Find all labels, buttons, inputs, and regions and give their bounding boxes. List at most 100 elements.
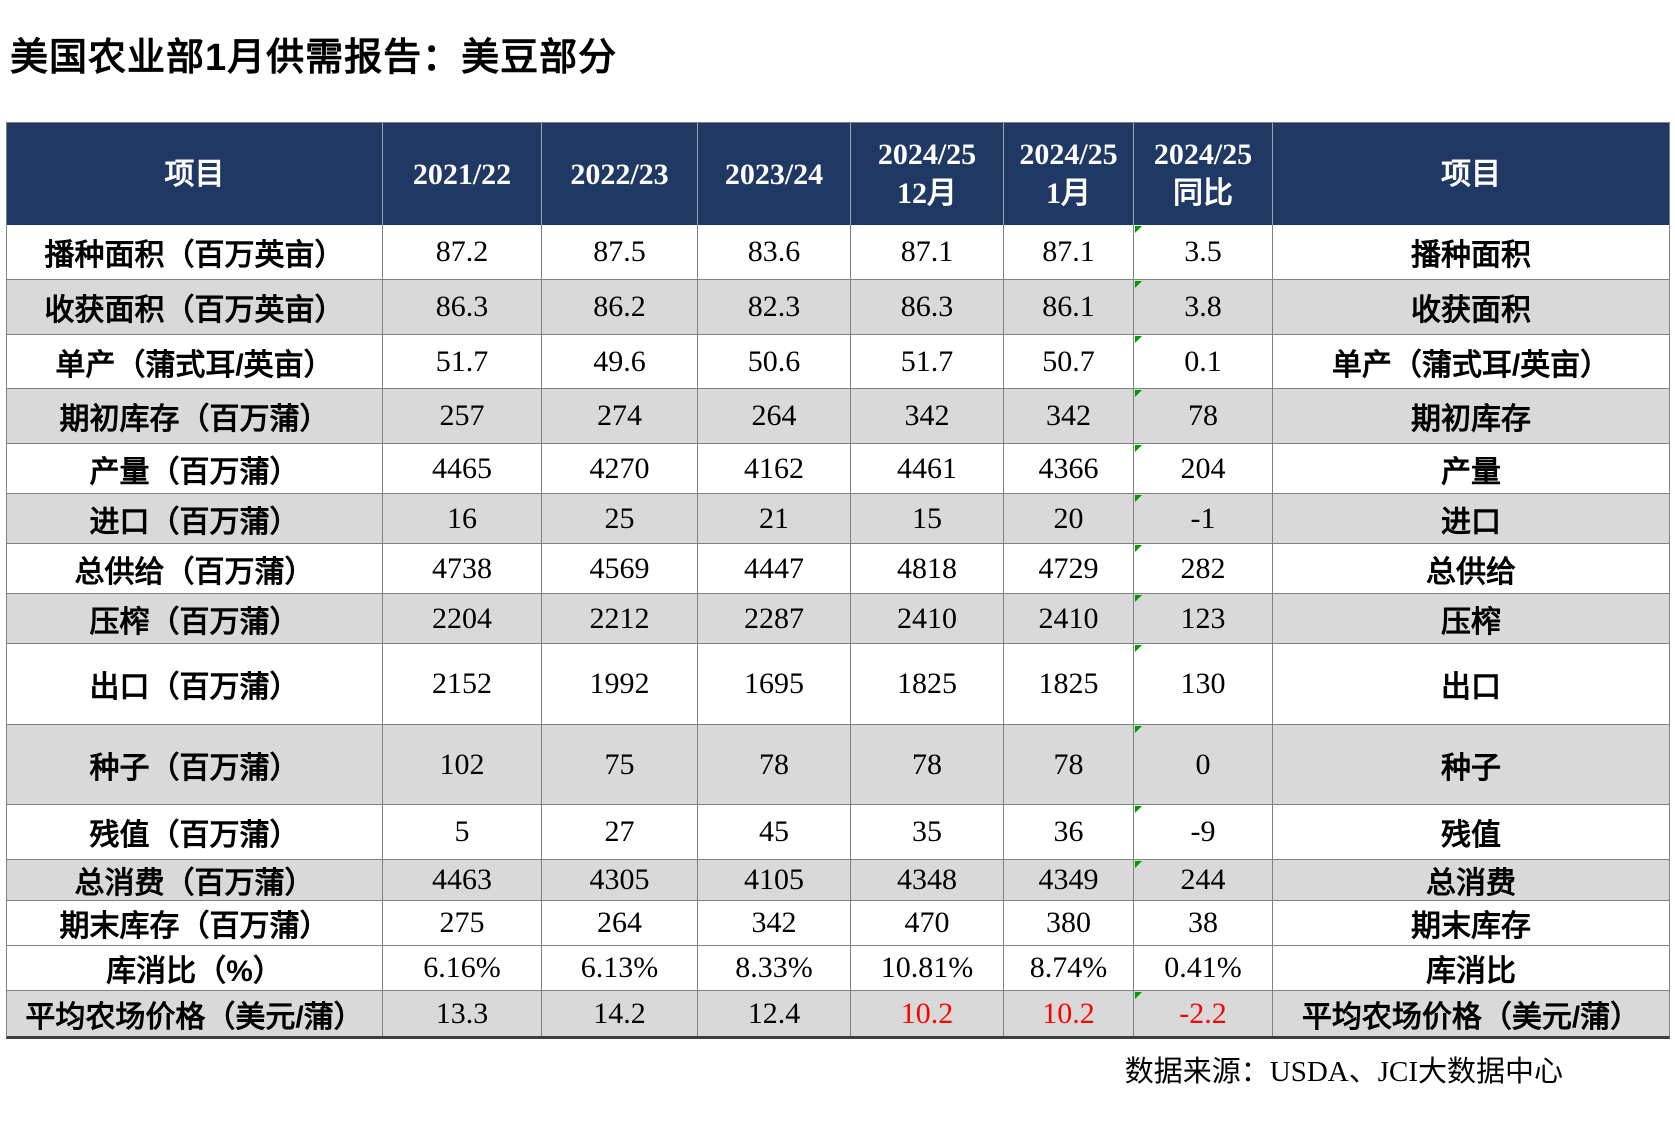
row-label-right-cell: 收获面积 (1411, 294, 1531, 327)
value-cell: 380 (1004, 901, 1134, 945)
value-cell: -1 (1134, 494, 1273, 543)
value-text: 4105 (744, 863, 804, 896)
value-text: 27 (604, 815, 635, 848)
column-header: 2023/24 (698, 123, 851, 225)
value-cell: 35 (851, 805, 1004, 859)
value-text: 78 (1188, 399, 1218, 432)
value-cell: 20 (1004, 494, 1134, 543)
value-cell: 49.6 (542, 335, 698, 388)
table-row: 总消费（百万蒲） 4463 4305 4105 4348 4349 244 总消费 (7, 860, 1669, 901)
value-text: 4270 (589, 451, 650, 485)
cell-flag-triangle-icon (1135, 645, 1142, 652)
row-label-right-cell: 残值 (1441, 819, 1501, 852)
value-cell: 83.6 (698, 225, 851, 279)
row-label-cell: 期末库存（百万蒲） (7, 901, 383, 945)
cell-flag-triangle-icon (1135, 992, 1142, 999)
value-cell: 6.16% (383, 946, 542, 990)
data-source-note: 数据来源：USDA、JCI大数据中心 (1124, 1056, 1563, 1088)
value-text: 1695 (744, 667, 804, 700)
value-cell: 264 (698, 389, 851, 443)
value-text: 51.7 (435, 344, 489, 378)
value-text: 87.5 (593, 235, 646, 268)
column-header-line: 2024/25 (1019, 138, 1118, 171)
row-label-right-cell: 进口 (1441, 505, 1501, 539)
value-cell: 4461 (851, 444, 1004, 493)
value-text: 45 (759, 815, 789, 848)
value-cell: 2204 (383, 594, 542, 643)
value-cell: 4729 (1004, 544, 1134, 593)
column-header: 2022/23 (542, 123, 698, 225)
column-header-line: 同比 (1173, 177, 1233, 210)
value-cell: 123 (1134, 594, 1273, 643)
value-text: 6.16% (423, 951, 501, 984)
column-header-line: 1月 (1046, 177, 1091, 210)
value-text: 15 (912, 501, 942, 535)
value-text: 0 (1195, 747, 1211, 781)
value-text: 13.3 (435, 996, 489, 1030)
value-cell: 204 (1134, 444, 1273, 493)
value-cell: 45 (698, 805, 851, 859)
value-cell: 4305 (542, 860, 698, 900)
value-text: 2410 (1038, 601, 1099, 635)
value-text: 87.2 (435, 235, 489, 268)
value-cell: -9 (1134, 805, 1273, 859)
value-text: 10.2 (1042, 996, 1095, 1030)
value-cell: 4569 (542, 544, 698, 593)
row-label-cell: 库消比（%） (7, 946, 383, 990)
row-label-right-cell: 种子 (1441, 751, 1501, 785)
value-text: 51.7 (900, 344, 954, 378)
row-label-cell: 残值（百万蒲） (7, 805, 383, 859)
value-text: 264 (597, 906, 642, 939)
column-header-line: 2024/25 (1153, 138, 1253, 171)
row-label-cell: 平均农场价格（美元/蒲） (7, 991, 383, 1036)
column-header-line: 2022/23 (570, 157, 669, 191)
value-text: 2212 (589, 601, 650, 635)
value-cell: 8.33% (698, 946, 851, 990)
value-cell: 21 (698, 494, 851, 543)
row-label-cell: 总供给（百万蒲） (7, 544, 383, 593)
cell-flag-triangle-icon (1135, 595, 1142, 602)
column-header: 2024/25 同比 (1134, 123, 1273, 225)
value-text: 35 (912, 815, 942, 848)
value-text: 38 (1188, 906, 1218, 939)
table-row: 残值（百万蒲） 5 27 45 35 36 -9 残值 (7, 805, 1669, 860)
value-cell: 78 (1004, 725, 1134, 804)
value-cell: 51.7 (383, 335, 542, 388)
value-cell: 3.8 (1134, 280, 1273, 334)
column-header-line: 2023/24 (724, 157, 824, 191)
value-text: 257 (439, 399, 485, 432)
value-cell: 4447 (698, 544, 851, 593)
value-text: 6.13% (580, 951, 659, 984)
value-text: 282 (1180, 551, 1226, 585)
value-cell: 2152 (383, 644, 542, 724)
value-cell: 87.1 (851, 225, 1004, 279)
value-cell: 4162 (698, 444, 851, 493)
column-header: 项目 (7, 123, 383, 225)
value-text: 16 (447, 501, 477, 535)
value-text: 0.1 (1184, 344, 1222, 378)
value-cell: 257 (383, 389, 542, 443)
value-text: 102 (439, 747, 485, 781)
value-cell: 13.3 (383, 991, 542, 1036)
value-text: 86.1 (1042, 290, 1095, 323)
cell-flag-triangle-icon (1135, 726, 1142, 733)
value-cell: 4463 (383, 860, 542, 900)
table-row: 期末库存（百万蒲） 275 264 342 470 380 38 期末库存 (7, 901, 1669, 946)
value-text: 4729 (1038, 551, 1099, 585)
value-text: 86.3 (900, 290, 954, 323)
value-text: 4366 (1038, 451, 1099, 485)
row-label-cell: 产量（百万蒲） (7, 444, 383, 493)
value-cell: 14.2 (542, 991, 698, 1036)
value-text: 2152 (432, 667, 492, 700)
table-row: 种子（百万蒲） 102 75 78 78 78 0 种子 (7, 725, 1669, 805)
value-cell: 264 (542, 901, 698, 945)
cell-flag-triangle-icon (1135, 336, 1142, 343)
value-text: 83.6 (747, 235, 801, 268)
value-cell: -2.2 (1134, 991, 1273, 1036)
row-label-cell: 出口（百万蒲） (7, 644, 383, 724)
value-cell: 25 (542, 494, 698, 543)
value-cell: 2287 (698, 594, 851, 643)
value-text: 1992 (589, 667, 650, 700)
value-cell: 1825 (851, 644, 1004, 724)
value-text: 2204 (432, 601, 492, 635)
